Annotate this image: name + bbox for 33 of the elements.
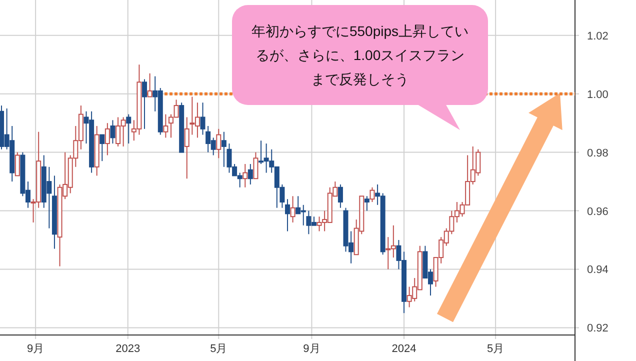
- candlestick: [364, 196, 370, 212]
- candlestick: [110, 120, 116, 144]
- candlestick: [370, 186, 375, 202]
- y-tick-label: 0.92: [587, 322, 608, 335]
- candlestick: [200, 102, 206, 136]
- y-tick-label: 0.96: [587, 206, 608, 218]
- x-tick-label: 2024: [392, 343, 416, 355]
- candlestick: [100, 134, 105, 162]
- candlestick: [184, 116, 190, 180]
- y-tick-label: 1.00: [587, 88, 608, 101]
- y-tick-label: 0.94: [587, 264, 608, 276]
- candlestick: [147, 72, 152, 98]
- candlestick: [221, 131, 226, 168]
- candlestick: [242, 163, 248, 188]
- candlestick: [290, 196, 296, 223]
- x-tick-label: 5月: [210, 343, 228, 355]
- candlestick: [285, 198, 290, 232]
- y-tick-label: 0.98: [587, 147, 608, 160]
- annotation: 年初からすでに550pips上昇しているが、さらに、1.00スイスフランまで反発しそう: [232, 5, 488, 130]
- annotation: 年初からすでに550pips上昇しているが、さらに、1.00スイスフランまで反発しそう: [251, 23, 469, 87]
- x-tick-label: 9月: [303, 343, 320, 355]
- y-tick-label: 1.02: [587, 30, 608, 42]
- candlestick: [142, 78, 148, 130]
- candlestick: [216, 128, 222, 159]
- candlestick: [104, 122, 110, 156]
- x-tick-label: 9月: [26, 343, 44, 355]
- candlestick: [126, 114, 132, 144]
- candlestick: [248, 163, 253, 185]
- x-tick-label: 2023: [116, 343, 140, 355]
- candlestick: [163, 114, 168, 138]
- x-tick-label: 5月: [486, 343, 504, 355]
- candlestick: [14, 152, 20, 176]
- candlestick: [338, 184, 343, 208]
